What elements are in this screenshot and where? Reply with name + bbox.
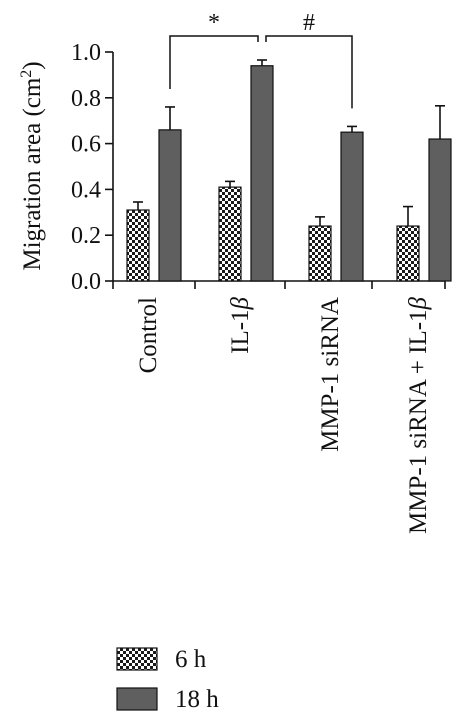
significance-marker: * xyxy=(208,10,220,36)
significance-brackets: * # xyxy=(169,10,353,109)
bar-6h xyxy=(126,209,150,282)
axes: 0.0 0.2 0.4 0.6 0.8 1.0 xyxy=(71,40,446,295)
category-label: MMP-1 siRNA xyxy=(317,297,344,452)
y-tick-label: 0.6 xyxy=(71,132,101,158)
bar-6h xyxy=(218,186,242,282)
legend-swatch-18h xyxy=(116,687,158,711)
bar-18h xyxy=(250,65,274,282)
significance-bracket xyxy=(265,35,353,109)
bar-6h xyxy=(396,225,420,282)
y-tick-label: 1.0 xyxy=(71,40,101,66)
significance-marker: # xyxy=(303,10,315,36)
legend-swatch-6h xyxy=(116,647,158,671)
y-tick-label: 0.0 xyxy=(71,269,101,295)
y-tick-label: 0.8 xyxy=(71,86,101,112)
bars xyxy=(126,59,452,282)
bar-18h xyxy=(340,131,364,282)
y-tick-label: 0.4 xyxy=(71,177,101,203)
significance-bracket xyxy=(169,35,259,89)
labels: Migration area (cm2) Control IL-1β MMP-1 si… xyxy=(18,61,432,534)
category-label: MMP-1 siRNA + IL-1β xyxy=(405,296,432,534)
category-label: IL-1β xyxy=(227,296,254,353)
y-axis-label: Migration area (cm2) xyxy=(18,61,46,270)
category-label: Control xyxy=(135,297,162,373)
y-tick-label: 0.2 xyxy=(71,223,101,249)
bar-18h xyxy=(428,138,452,282)
bar-18h xyxy=(158,129,182,282)
legend-label: 18 h xyxy=(175,686,219,713)
legend: 6 h 18 h xyxy=(116,646,219,713)
legend-label: 6 h xyxy=(175,646,207,673)
bar-6h xyxy=(308,225,332,282)
